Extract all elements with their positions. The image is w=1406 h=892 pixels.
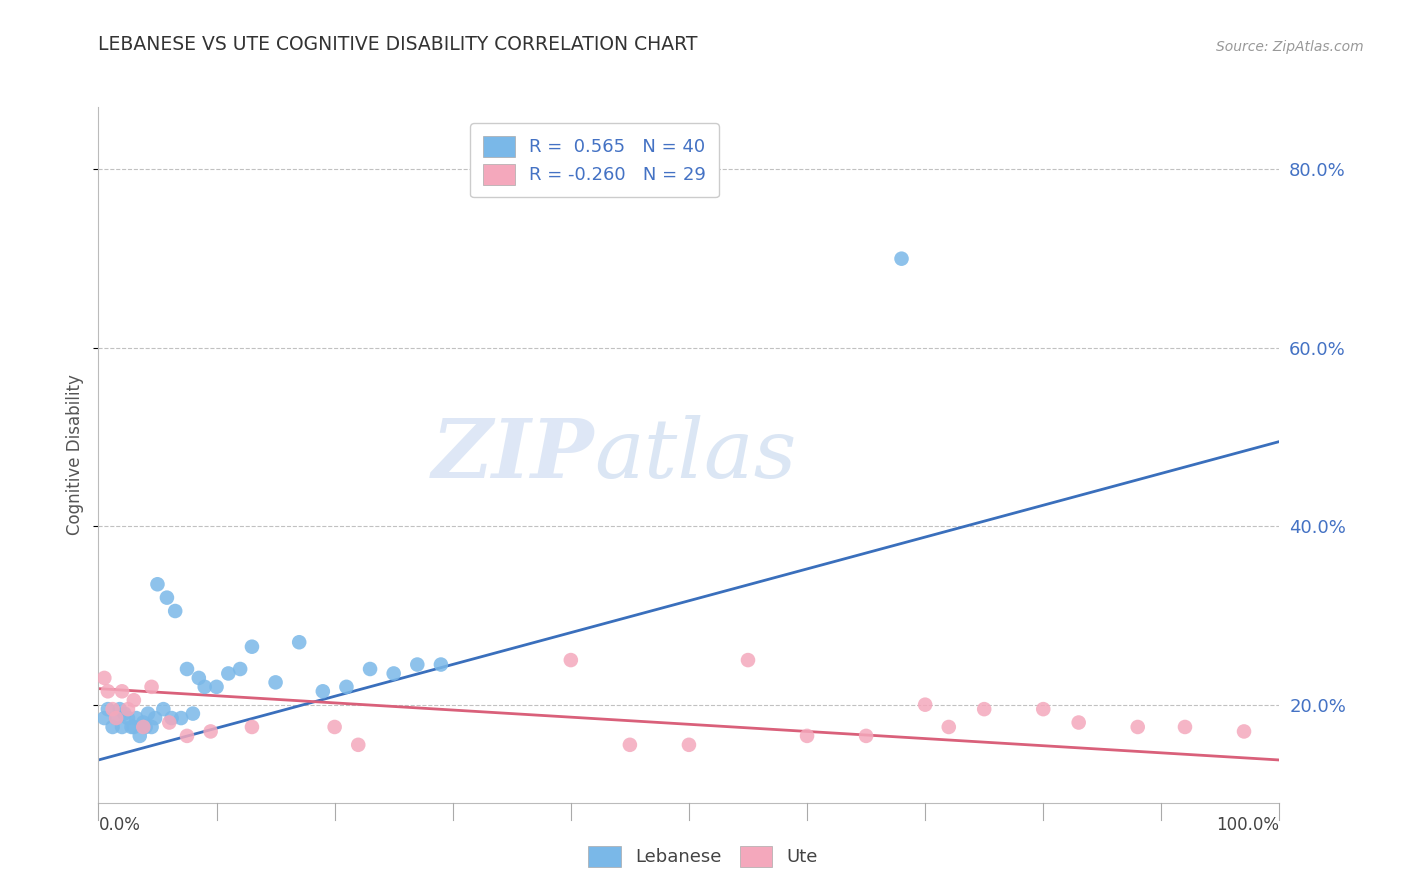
Point xyxy=(430,657,453,672)
Point xyxy=(132,720,155,734)
Point xyxy=(737,653,759,667)
Point xyxy=(240,720,263,734)
Point xyxy=(136,706,159,721)
Point xyxy=(1126,720,1149,734)
Point xyxy=(200,724,222,739)
Point xyxy=(93,671,115,685)
Point xyxy=(125,711,148,725)
Point xyxy=(105,711,128,725)
Legend: R =  0.565   N = 40, R = -0.260   N = 29: R = 0.565 N = 40, R = -0.260 N = 29 xyxy=(470,123,718,197)
Point xyxy=(105,711,128,725)
Point xyxy=(619,738,641,752)
Point xyxy=(122,693,145,707)
Point xyxy=(165,604,187,618)
Point xyxy=(170,711,193,725)
Text: 100.0%: 100.0% xyxy=(1216,816,1279,834)
Point xyxy=(890,252,912,266)
Point xyxy=(108,702,131,716)
Point xyxy=(117,702,139,716)
Point xyxy=(406,657,429,672)
Point xyxy=(359,662,381,676)
Point xyxy=(560,653,582,667)
Text: 0.0%: 0.0% xyxy=(98,816,141,834)
Point xyxy=(240,640,263,654)
Point xyxy=(264,675,287,690)
Point xyxy=(176,662,198,676)
Point xyxy=(101,702,124,716)
Point xyxy=(121,720,143,734)
Point xyxy=(97,702,120,716)
Point xyxy=(323,720,346,734)
Y-axis label: Cognitive Disability: Cognitive Disability xyxy=(66,375,84,535)
Point xyxy=(117,711,139,725)
Point xyxy=(122,720,145,734)
Point xyxy=(914,698,936,712)
Point xyxy=(152,702,174,716)
Point xyxy=(796,729,818,743)
Point xyxy=(855,729,877,743)
Text: LEBANESE VS UTE COGNITIVE DISABILITY CORRELATION CHART: LEBANESE VS UTE COGNITIVE DISABILITY COR… xyxy=(98,35,697,54)
Point xyxy=(132,715,155,730)
Legend: Lebanese, Ute: Lebanese, Ute xyxy=(581,838,825,874)
Point xyxy=(973,702,995,716)
Point xyxy=(335,680,357,694)
Point xyxy=(938,720,960,734)
Point xyxy=(112,706,135,721)
Point xyxy=(143,711,166,725)
Point xyxy=(157,715,180,730)
Text: ZIP: ZIP xyxy=(432,415,595,495)
Point xyxy=(312,684,335,698)
Point xyxy=(176,729,198,743)
Point xyxy=(141,680,163,694)
Point xyxy=(156,591,179,605)
Point xyxy=(678,738,700,752)
Point xyxy=(93,711,115,725)
Point xyxy=(205,680,228,694)
Point xyxy=(288,635,311,649)
Text: atlas: atlas xyxy=(595,415,797,495)
Point xyxy=(111,720,134,734)
Point xyxy=(181,706,204,721)
Point xyxy=(1032,702,1054,716)
Point xyxy=(347,738,370,752)
Point xyxy=(217,666,239,681)
Point xyxy=(135,720,157,734)
Point xyxy=(128,729,150,743)
Point xyxy=(101,720,124,734)
Point xyxy=(97,684,120,698)
Point xyxy=(141,720,163,734)
Point xyxy=(146,577,169,591)
Text: Source: ZipAtlas.com: Source: ZipAtlas.com xyxy=(1216,39,1364,54)
Point xyxy=(1067,715,1090,730)
Point xyxy=(1174,720,1197,734)
Point xyxy=(194,680,217,694)
Point xyxy=(229,662,252,676)
Point xyxy=(382,666,405,681)
Point xyxy=(111,684,134,698)
Point xyxy=(160,711,183,725)
Point xyxy=(1233,724,1256,739)
Point xyxy=(187,671,209,685)
